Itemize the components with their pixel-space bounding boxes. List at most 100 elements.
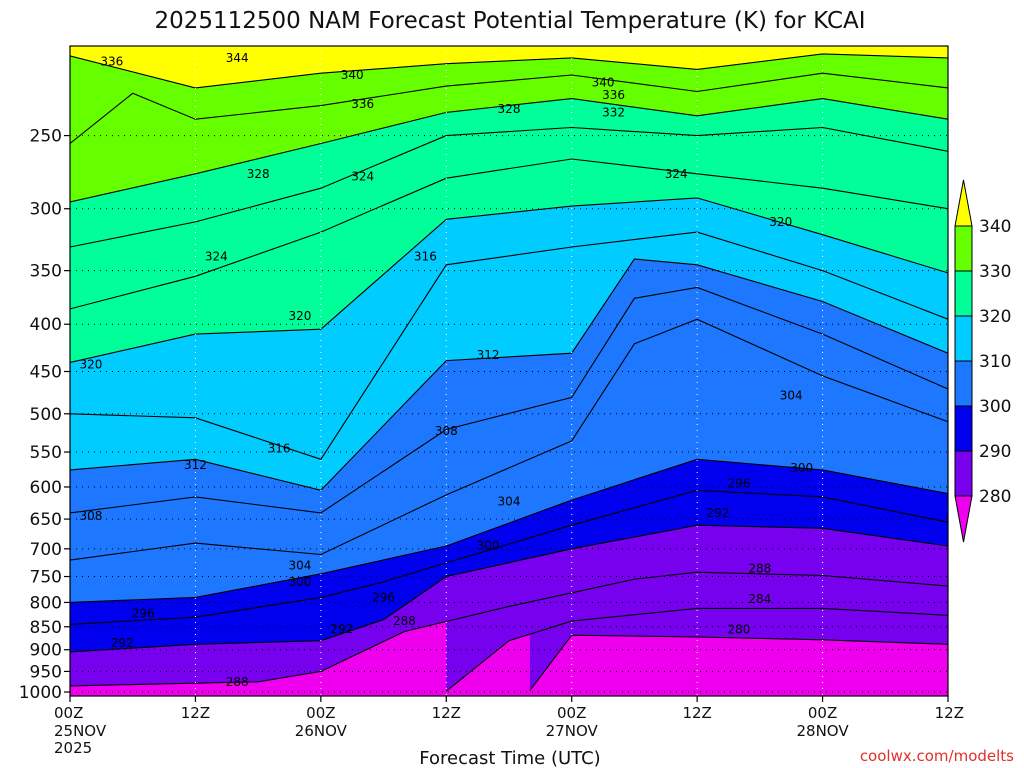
y-tick-label: 400 <box>30 315 62 335</box>
colorbar-segment <box>954 450 973 497</box>
y-tick-label: 800 <box>30 593 62 613</box>
contour-label: 328 <box>498 102 521 116</box>
contour-label: 300 <box>288 575 311 589</box>
isentrope-332 <box>70 98 948 203</box>
y-tick-label: 900 <box>30 641 62 661</box>
contour-label: 304 <box>288 559 311 573</box>
color-filled-bands <box>70 46 948 696</box>
contour-label: 316 <box>414 250 437 264</box>
x-tick-label-date: 27NOV <box>546 722 599 740</box>
y-tick-label: 500 <box>30 405 62 425</box>
contour-label: 292 <box>111 636 134 650</box>
x-tick-label-hour: 12Z <box>181 704 210 722</box>
contour-label: 340 <box>592 75 615 89</box>
isentrope-312 <box>70 258 948 491</box>
colorbar-segment <box>954 405 973 452</box>
y-tick-label: 350 <box>30 262 62 282</box>
colorbar-segment <box>954 270 973 317</box>
contour-label: 292 <box>330 622 353 636</box>
x-tick-label-hour: 00Z <box>557 704 586 722</box>
y-tick-label: 550 <box>30 443 62 463</box>
y-tick-label: 300 <box>30 200 62 220</box>
y-tick-label: 850 <box>30 618 62 638</box>
contour-label: 296 <box>132 606 155 620</box>
contour-label: 332 <box>602 105 625 119</box>
contour-label: 300 <box>790 461 813 475</box>
isentrope-336 <box>70 72 948 144</box>
contour-label: 288 <box>393 614 416 628</box>
chart-title: 2025112500 NAM Forecast Potential Temper… <box>154 8 865 34</box>
y-axis: 250 300 350 400 450 500 550 600 650 700 750 800 850 9… <box>19 127 70 703</box>
colorbar-tick-label: 340 <box>979 217 1011 237</box>
grid-lines <box>70 46 948 696</box>
colorbar-tick-label: 290 <box>979 442 1011 462</box>
contour-label: 316 <box>268 441 291 455</box>
x-tick-label-hour: 12Z <box>935 704 964 722</box>
contour-label: 308 <box>435 424 458 438</box>
colorbar-segment <box>954 315 973 362</box>
x-tick-label-date: 26NOV <box>295 722 348 740</box>
plot-area <box>70 46 948 696</box>
contour-label: 288 <box>226 675 249 689</box>
isentrope-320 <box>70 197 948 364</box>
colorbar-segment <box>954 225 973 272</box>
contour-label: 284 <box>748 592 771 606</box>
contour-label: 296 <box>727 477 750 491</box>
contour-label: 340 <box>341 68 364 82</box>
colorbar-bottom-arrow <box>954 495 973 543</box>
contour-label: 328 <box>247 167 270 181</box>
x-tick-label-hour: 00Z <box>808 704 837 722</box>
y-tick-label: 450 <box>30 362 62 382</box>
contour-label: 324 <box>665 167 688 181</box>
contour-label: 304 <box>780 389 803 403</box>
isentrope-300 <box>70 458 948 603</box>
isentrope-308 <box>70 286 948 514</box>
contour-label: 280 <box>727 623 750 637</box>
contour-label: 308 <box>79 509 102 523</box>
y-tick-label: 600 <box>30 478 62 498</box>
credit-text: coolwx.com/modelts <box>860 747 1014 765</box>
x-axis-label: Forecast Time (UTC) <box>419 748 600 768</box>
isentrope-304 <box>70 318 948 561</box>
contour-label: 320 <box>769 215 792 229</box>
contour-label: 292 <box>707 506 730 520</box>
x-tick-label-date: 25NOV <box>54 722 107 740</box>
contour-label: 324 <box>351 170 374 184</box>
contour-label: 324 <box>205 250 228 264</box>
contour-label: 296 <box>372 590 395 604</box>
contour-label: 300 <box>477 538 500 552</box>
isentrope-340 <box>70 53 948 89</box>
isentrope-288 <box>70 571 948 687</box>
contour-label: 336 <box>351 97 374 111</box>
isentrope-280 <box>529 634 948 691</box>
colorbar-top-arrow <box>954 179 973 227</box>
x-tick-label-hour: 00Z <box>54 704 83 722</box>
contour-label: 312 <box>184 458 207 472</box>
colorbar-tick-label: 300 <box>979 397 1011 417</box>
y-tick-label: 650 <box>30 510 62 530</box>
contour-label: 344 <box>226 51 249 65</box>
isentrope-292 <box>70 524 948 653</box>
colorbar-tick-label: 310 <box>979 352 1011 372</box>
contour-label: 312 <box>477 348 500 362</box>
contour-label: 320 <box>288 309 311 323</box>
isentrope-contours <box>70 53 948 692</box>
y-tick-label: 250 <box>30 127 62 147</box>
colorbar: 340 330 320 310 300 290 280 <box>954 179 1011 543</box>
colorbar-tick-label: 330 <box>979 262 1011 282</box>
isentrope-284 <box>445 607 948 692</box>
colorbar-segment <box>954 360 973 407</box>
contour-label: 304 <box>498 494 521 508</box>
contour-label: 288 <box>748 561 771 575</box>
contour-label: 336 <box>602 88 625 102</box>
x-tick-label-hour: 00Z <box>306 704 335 722</box>
isentrope-316 <box>70 231 948 460</box>
x-tick-label-hour: 12Z <box>682 704 711 722</box>
colorbar-tick-label: 280 <box>979 487 1011 507</box>
x-tick-label-date: 28NOV <box>797 722 850 740</box>
y-tick-label: 950 <box>30 662 62 682</box>
y-tick-label: 1000 <box>19 683 62 703</box>
